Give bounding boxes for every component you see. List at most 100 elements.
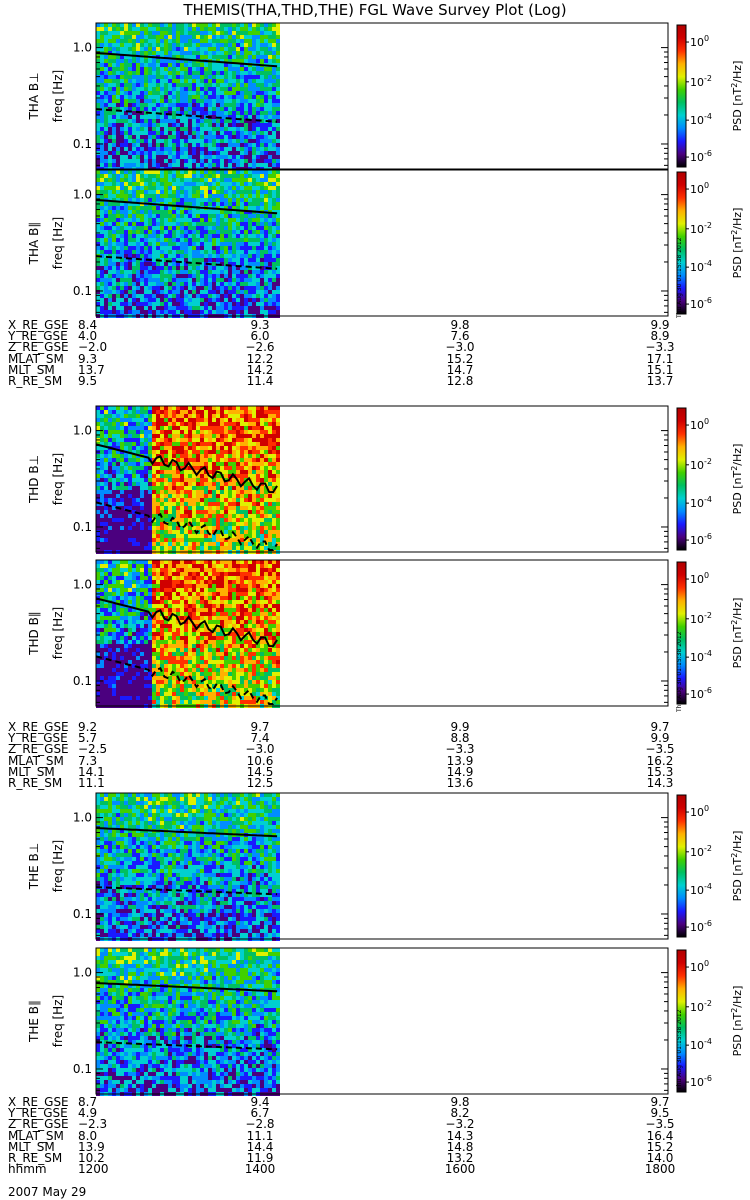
orbit-row: MLT_SM 13.9 14.4 14.8 15.2 <box>8 1139 698 1154</box>
spectrogram-panel: 1.0 0.1 THD B∥ freq [Hz] 100 10-2 10-4 10-6 PSD … <box>27 559 744 708</box>
series-line-solid <box>95 443 278 494</box>
colorbar: 100 10-2 10-4 10-6 PSD [nT2/Hz] <box>676 407 744 551</box>
orbit-value: 8.4 <box>78 318 98 332</box>
colorbar-tick-label: 10-6 <box>690 532 712 547</box>
orbit-value: 17.1 <box>646 351 674 366</box>
orbit-value: 9.4 <box>250 1095 270 1109</box>
orbit-label: Z_RE_GSE <box>8 742 69 757</box>
series-line-solid <box>95 982 278 993</box>
orbit-value: 13.6 <box>446 775 474 790</box>
orbit-value: −3.0 <box>445 340 475 355</box>
colorbar-tick-label: 100 <box>690 34 709 49</box>
orbit-value: 9.9 <box>650 318 670 332</box>
orbit-value: 11.4 <box>246 373 274 388</box>
orbit-value: −3.2 <box>445 1117 475 1132</box>
orbit-label: R_RE_SM <box>8 373 63 388</box>
orbit-value: 9.7 <box>250 720 270 734</box>
orbit-value: 1400 <box>244 1162 276 1177</box>
orbit-label: X_RE_GSE <box>8 1095 69 1109</box>
orbit-row: X_RE_GSE 9.2 9.7 9.9 9.7 <box>8 720 698 734</box>
orbit-value: 7.3 <box>78 753 98 768</box>
orbit-value: 12.5 <box>246 775 274 790</box>
colorbar-tick-label: 100 <box>690 181 709 196</box>
y-axis-units: freq [Hz] <box>51 995 65 1047</box>
y-axis-label: THE B∥ <box>27 1000 41 1043</box>
orbit-value: 14.1 <box>78 764 105 779</box>
orbit-value: 1800 <box>644 1162 676 1177</box>
orbit-value: 8.8 <box>450 731 470 746</box>
orbit-row: Z_RE_GSE −2.5 −3.0 −3.3 −3.5 <box>8 742 698 757</box>
y-tick-label: 0.1 <box>73 284 92 298</box>
orbit-value: 15.3 <box>646 764 674 779</box>
panel-frame <box>95 169 669 317</box>
orbit-value: 9.3 <box>250 318 270 332</box>
orbit-label: X_RE_GSE <box>8 318 69 332</box>
orbit-row: R_RE_SM 10.2 11.9 13.2 14.0 <box>8 1150 698 1165</box>
colorbar-tick-label: 10-2 <box>690 999 712 1014</box>
colorbar: 100 10-2 10-4 10-6 PSD [nT2/Hz] <box>676 949 744 1093</box>
spectrogram-panel: 1.0 0.1 THA B⊥ freq [Hz] 100 10-2 10-4 10-6 PSD … <box>27 22 744 171</box>
orbit-value: 13.9 <box>78 1139 105 1154</box>
orbit-value: 11.1 <box>78 775 105 790</box>
panel-frame <box>95 22 669 170</box>
orbit-value: 14.2 <box>246 362 274 377</box>
orbit-value: 16.4 <box>646 1128 674 1143</box>
panel-frame <box>95 792 669 940</box>
y-axis-units: freq [Hz] <box>51 453 65 505</box>
orbit-value: 9.8 <box>450 1095 470 1109</box>
orbit-value: 9.8 <box>450 318 470 332</box>
orbit-value: 6.0 <box>250 329 270 344</box>
colorbar: 100 10-2 10-4 10-6 PSD [nT2/Hz] <box>676 24 744 168</box>
y-axis-label: THD B⊥ <box>27 455 41 504</box>
orbit-value: 13.9 <box>446 753 474 768</box>
orbit-value: 12.8 <box>446 373 474 388</box>
orbit-value: 15.1 <box>646 362 674 377</box>
orbit-value: 6.7 <box>250 1106 270 1121</box>
timestamp-thd: Thu Aug 30 01:15:38 2012 <box>676 237 683 318</box>
orbit-row: Y_RE_GSE 4.0 6.0 7.6 8.9 <box>8 329 698 344</box>
orbit-row: Y_RE_GSE 4.9 6.7 8.2 9.5 <box>8 1106 698 1121</box>
heatmap-cells <box>96 948 280 1096</box>
orbit-label: Z_RE_GSE <box>8 340 69 355</box>
y-tick-label: 0.1 <box>73 1062 92 1076</box>
orbit-value: 11.9 <box>246 1150 274 1165</box>
orbit-value: 14.0 <box>646 1150 674 1165</box>
y-axis-units: freq [Hz] <box>51 840 65 892</box>
orbit-label: hhmm <box>8 1162 47 1177</box>
orbit-value: 4.0 <box>78 329 98 344</box>
orbit-value: 10.2 <box>78 1150 105 1165</box>
y-tick-label: 1.0 <box>73 41 92 55</box>
orbit-value: 1200 <box>78 1162 109 1177</box>
y-tick-label: 0.1 <box>73 674 92 688</box>
colorbar-tick-label: 100 <box>690 417 709 432</box>
colorbar-tick-label: 10-2 <box>690 221 712 236</box>
orbit-value: 13.7 <box>78 362 105 377</box>
orbit-value: −3.0 <box>245 742 275 757</box>
orbit-label: X_RE_GSE <box>8 720 69 734</box>
orbit-table-the: X_RE_GSE 8.7 9.4 9.8 9.7 Y_RE_GSE 4.9 6.7 8.2 9.5… <box>8 1095 698 1177</box>
panel-frame <box>95 559 669 707</box>
heatmap-cells <box>96 793 280 941</box>
orbit-label: MLAT_SM <box>8 753 64 768</box>
y-tick-label: 1.0 <box>73 188 92 202</box>
orbit-value: 9.9 <box>450 720 470 734</box>
orbit-value: 8.9 <box>650 329 670 344</box>
heatmap-cells <box>96 170 280 318</box>
colorbar-tick-label: 100 <box>690 959 709 974</box>
orbit-value: 4.9 <box>78 1106 98 1121</box>
spectrogram-panel: 1.0 0.1 THD B⊥ freq [Hz] 100 10-2 10-4 10-6 PSD … <box>27 405 744 554</box>
colorbar-tick-label: 100 <box>690 571 709 586</box>
orbit-value: 9.5 <box>78 373 98 388</box>
orbit-table-thd: X_RE_GSE 9.2 9.7 9.9 9.7 Y_RE_GSE 5.7 7.4 8.8 9.9… <box>8 720 698 790</box>
orbit-value: 13.7 <box>646 373 674 388</box>
series-line-solid <box>95 597 278 648</box>
orbit-value: 1600 <box>444 1162 476 1177</box>
orbit-value: 14.4 <box>246 1139 274 1154</box>
y-axis-label: THA B∥ <box>27 222 41 266</box>
spectrogram-panel: 1.0 0.1 THE B∥ freq [Hz] 100 10-2 10-4 10-6 PSD … <box>27 947 744 1096</box>
series-line-dashed <box>95 255 278 270</box>
orbit-value: 15.2 <box>646 1139 674 1154</box>
orbit-value: 7.4 <box>250 731 270 746</box>
orbit-value: −2.6 <box>245 340 275 355</box>
orbit-row: R_RE_SM 11.1 12.5 13.6 14.3 <box>8 775 698 790</box>
